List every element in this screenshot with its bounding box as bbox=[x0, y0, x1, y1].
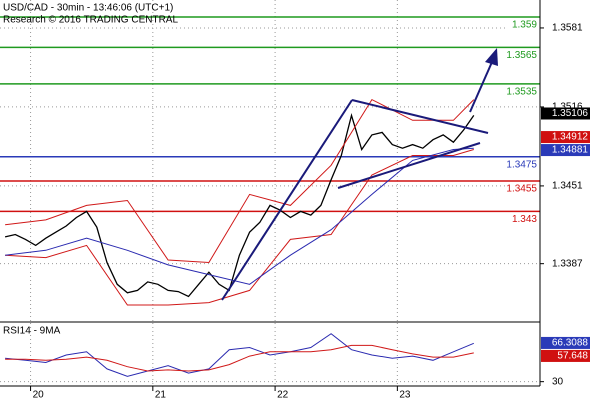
trend-arrow bbox=[469, 61, 493, 113]
price-flag bbox=[541, 336, 590, 349]
trend-line bbox=[221, 99, 353, 301]
trend-drawings bbox=[221, 48, 498, 301]
level-label: 1.359 bbox=[512, 20, 537, 31]
level-label: 1.343 bbox=[512, 214, 537, 225]
rsi-title: RSI14 - 9MA bbox=[3, 326, 61, 337]
price-flag bbox=[541, 107, 590, 120]
price-flag-label: 57.648 bbox=[557, 351, 588, 362]
level-label-bg bbox=[505, 19, 539, 31]
series-line bbox=[4, 112, 475, 298]
price-flag-label: 1.35106 bbox=[552, 108, 589, 119]
level-label: 1.3475 bbox=[506, 159, 537, 170]
level-label-bg bbox=[505, 49, 539, 61]
series-line bbox=[5, 98, 475, 264]
y-tick-label: 30 bbox=[552, 376, 564, 387]
price-flag bbox=[541, 144, 590, 157]
y-tick-label: 1.3581 bbox=[552, 23, 583, 34]
x-tick-label: 20 bbox=[33, 390, 45, 400]
y-tick-label: 1.3387 bbox=[552, 258, 583, 269]
price-flag-label: 66.3088 bbox=[552, 338, 589, 349]
arrow-head bbox=[485, 48, 498, 66]
marks-layer bbox=[4, 98, 475, 377]
x-tick-label: 23 bbox=[399, 390, 411, 400]
x-tick-label: 21 bbox=[155, 390, 167, 400]
y-tick-label: 1.3451 bbox=[552, 181, 583, 192]
trend-line bbox=[337, 142, 481, 189]
level-label-bg bbox=[505, 158, 539, 170]
level-label-bg bbox=[505, 213, 539, 225]
series-line bbox=[5, 333, 474, 377]
level-label-bg bbox=[505, 85, 539, 97]
series-line bbox=[5, 147, 474, 285]
series-line bbox=[5, 149, 474, 306]
y-tick-label: 1.3516 bbox=[552, 102, 583, 113]
price-flag-label: 1.34881 bbox=[552, 145, 589, 156]
price-flag bbox=[541, 131, 590, 144]
level-label-bg bbox=[505, 183, 539, 195]
price-flag-label: 1.34912 bbox=[552, 132, 589, 143]
chart-subtitle: Research © 2016 TRADING CENTRAL bbox=[3, 15, 178, 26]
level-label: 1.3565 bbox=[506, 50, 537, 61]
chart-title: USD/CAD - 30min - 13:46:06 (UTC+1) bbox=[3, 3, 173, 14]
level-label: 1.3455 bbox=[506, 184, 537, 195]
price-flag bbox=[541, 349, 590, 362]
x-tick-label: 22 bbox=[277, 390, 289, 400]
over-layer: 1.35106 1.34912 1.34881 66.3088 57.648 bbox=[541, 107, 590, 362]
level-label: 1.3535 bbox=[506, 86, 537, 97]
trend-line bbox=[351, 99, 489, 134]
series-line bbox=[5, 344, 474, 372]
